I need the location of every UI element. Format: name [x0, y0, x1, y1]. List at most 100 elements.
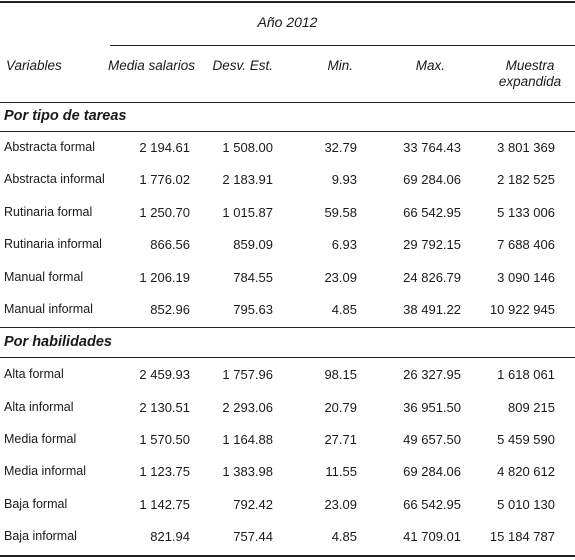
- cell-min: 59.58: [324, 205, 357, 220]
- cell-min: 9.93: [331, 172, 357, 187]
- cell-muestra: 7 688 406: [497, 237, 555, 252]
- cell-max: 26 327.95: [403, 367, 461, 382]
- cell-media: 1 776.02: [139, 172, 190, 187]
- section-rule-tareas: [0, 131, 575, 132]
- table-year-header: Año 2012: [257, 14, 318, 30]
- column-header-muestra: Muestra expandida: [498, 58, 562, 89]
- cell-muestra: 2 182 525: [497, 172, 555, 187]
- section-divider-rule: [0, 327, 575, 328]
- table-row: Baja informal 821.94 757.44 4.85 41 709.…: [0, 527, 575, 549]
- cell-muestra: 10 922 945: [489, 302, 555, 317]
- cell-desv: 792.42: [233, 497, 273, 512]
- table-row: Abstracta informal 1 776.02 2 183.91 9.9…: [0, 170, 575, 192]
- cell-max: 49 657.50: [403, 432, 461, 447]
- cell-muestra: 809 215: [508, 400, 555, 415]
- cell-desv: 795.63: [233, 302, 273, 317]
- year-underline: [110, 45, 575, 46]
- row-label: Baja informal: [4, 529, 77, 543]
- table-top-rule: [0, 1, 575, 3]
- cell-min: 20.79: [324, 400, 357, 415]
- section-title-habilidades: Por habilidades: [4, 334, 112, 350]
- cell-muestra: 15 184 787: [489, 529, 555, 544]
- cell-muestra: 5 459 590: [497, 432, 555, 447]
- cell-muestra: 5 133 006: [497, 205, 555, 220]
- cell-media: 1 142.75: [139, 497, 190, 512]
- cell-desv: 1 164.88: [222, 432, 273, 447]
- cell-max: 33 764.43: [403, 140, 461, 155]
- section-rule-habilidades: [0, 357, 575, 358]
- column-header-max: Max.: [415, 58, 445, 73]
- cell-media: 1 123.75: [139, 464, 190, 479]
- row-label: Rutinaria informal: [4, 237, 102, 251]
- table-row: Manual informal 852.96 795.63 4.85 38 49…: [0, 300, 575, 322]
- cell-media: 2 459.93: [139, 367, 190, 382]
- table-row: Rutinaria informal 866.56 859.09 6.93 29…: [0, 235, 575, 257]
- row-label: Abstracta informal: [4, 172, 105, 186]
- column-header-min: Min.: [327, 58, 353, 73]
- row-label: Manual informal: [4, 302, 93, 316]
- cell-desv: 1 508.00: [222, 140, 273, 155]
- cell-max: 66 542.95: [403, 497, 461, 512]
- row-label: Rutinaria formal: [4, 205, 93, 219]
- cell-media: 2 194.61: [139, 140, 190, 155]
- cell-media: 2 130.51: [139, 400, 190, 415]
- row-label: Abstracta formal: [4, 140, 96, 154]
- table-row: Media formal 1 570.50 1 164.88 27.71 49 …: [0, 430, 575, 452]
- cell-muestra: 4 820 612: [497, 464, 555, 479]
- cell-media: 821.94: [150, 529, 190, 544]
- cell-media: 1 570.50: [139, 432, 190, 447]
- cell-desv: 859.09: [233, 237, 273, 252]
- cell-muestra: 3 801 369: [497, 140, 555, 155]
- cell-max: 69 284.06: [403, 172, 461, 187]
- cell-min: 32.79: [324, 140, 357, 155]
- row-label: Media formal: [4, 432, 77, 446]
- table-row: Baja formal 1 142.75 792.42 23.09 66 542…: [0, 495, 575, 517]
- cell-media: 1 206.19: [139, 270, 190, 285]
- cell-muestra: 3 090 146: [497, 270, 555, 285]
- cell-desv: 2 293.06: [222, 400, 273, 415]
- row-label: Alta informal: [4, 400, 74, 414]
- cell-max: 29 792.15: [403, 237, 461, 252]
- table-row: Alta formal 2 459.93 1 757.96 98.15 26 3…: [0, 365, 575, 387]
- cell-max: 38 491.22: [403, 302, 461, 317]
- cell-min: 6.93: [331, 237, 357, 252]
- cell-max: 24 826.79: [403, 270, 461, 285]
- table-bottom-rule: [0, 555, 575, 557]
- cell-min: 98.15: [324, 367, 357, 382]
- cell-desv: 1 015.87: [222, 205, 273, 220]
- column-header-media: Media salarios: [107, 58, 195, 73]
- row-label: Media informal: [4, 464, 86, 478]
- cell-desv: 757.44: [233, 529, 273, 544]
- cell-desv: 1 757.96: [222, 367, 273, 382]
- table-row: Abstracta formal 2 194.61 1 508.00 32.79…: [0, 138, 575, 160]
- table-row: Alta informal 2 130.51 2 293.06 20.79 36…: [0, 398, 575, 420]
- column-header-desv: Desv. Est.: [212, 58, 273, 73]
- cell-min: 27.71: [324, 432, 357, 447]
- cell-desv: 1 383.98: [222, 464, 273, 479]
- cell-max: 36 951.50: [403, 400, 461, 415]
- row-label: Manual formal: [4, 270, 84, 284]
- section-title-tareas: Por tipo de tareas: [4, 108, 127, 124]
- cell-desv: 2 183.91: [222, 172, 273, 187]
- cell-media: 852.96: [150, 302, 190, 317]
- header-bottom-rule: [0, 102, 575, 103]
- cell-media: 866.56: [150, 237, 190, 252]
- row-label: Alta formal: [4, 367, 64, 381]
- cell-muestra: 1 618 061: [497, 367, 555, 382]
- table-row: Rutinaria formal 1 250.70 1 015.87 59.58…: [0, 203, 575, 225]
- cell-min: 11.55: [325, 464, 357, 479]
- cell-max: 66 542.95: [403, 205, 461, 220]
- cell-min: 23.09: [324, 497, 357, 512]
- cell-muestra: 5 010 130: [497, 497, 555, 512]
- cell-desv: 784.55: [233, 270, 273, 285]
- cell-max: 41 709.01: [403, 529, 461, 544]
- cell-media: 1 250.70: [139, 205, 190, 220]
- column-header-variables: Variables: [6, 58, 62, 73]
- table-row: Media informal 1 123.75 1 383.98 11.55 6…: [0, 462, 575, 484]
- cell-min: 23.09: [324, 270, 357, 285]
- row-label: Baja formal: [4, 497, 68, 511]
- cell-min: 4.85: [331, 302, 357, 317]
- table-row: Manual formal 1 206.19 784.55 23.09 24 8…: [0, 268, 575, 290]
- cell-min: 4.85: [331, 529, 357, 544]
- cell-max: 69 284.06: [403, 464, 461, 479]
